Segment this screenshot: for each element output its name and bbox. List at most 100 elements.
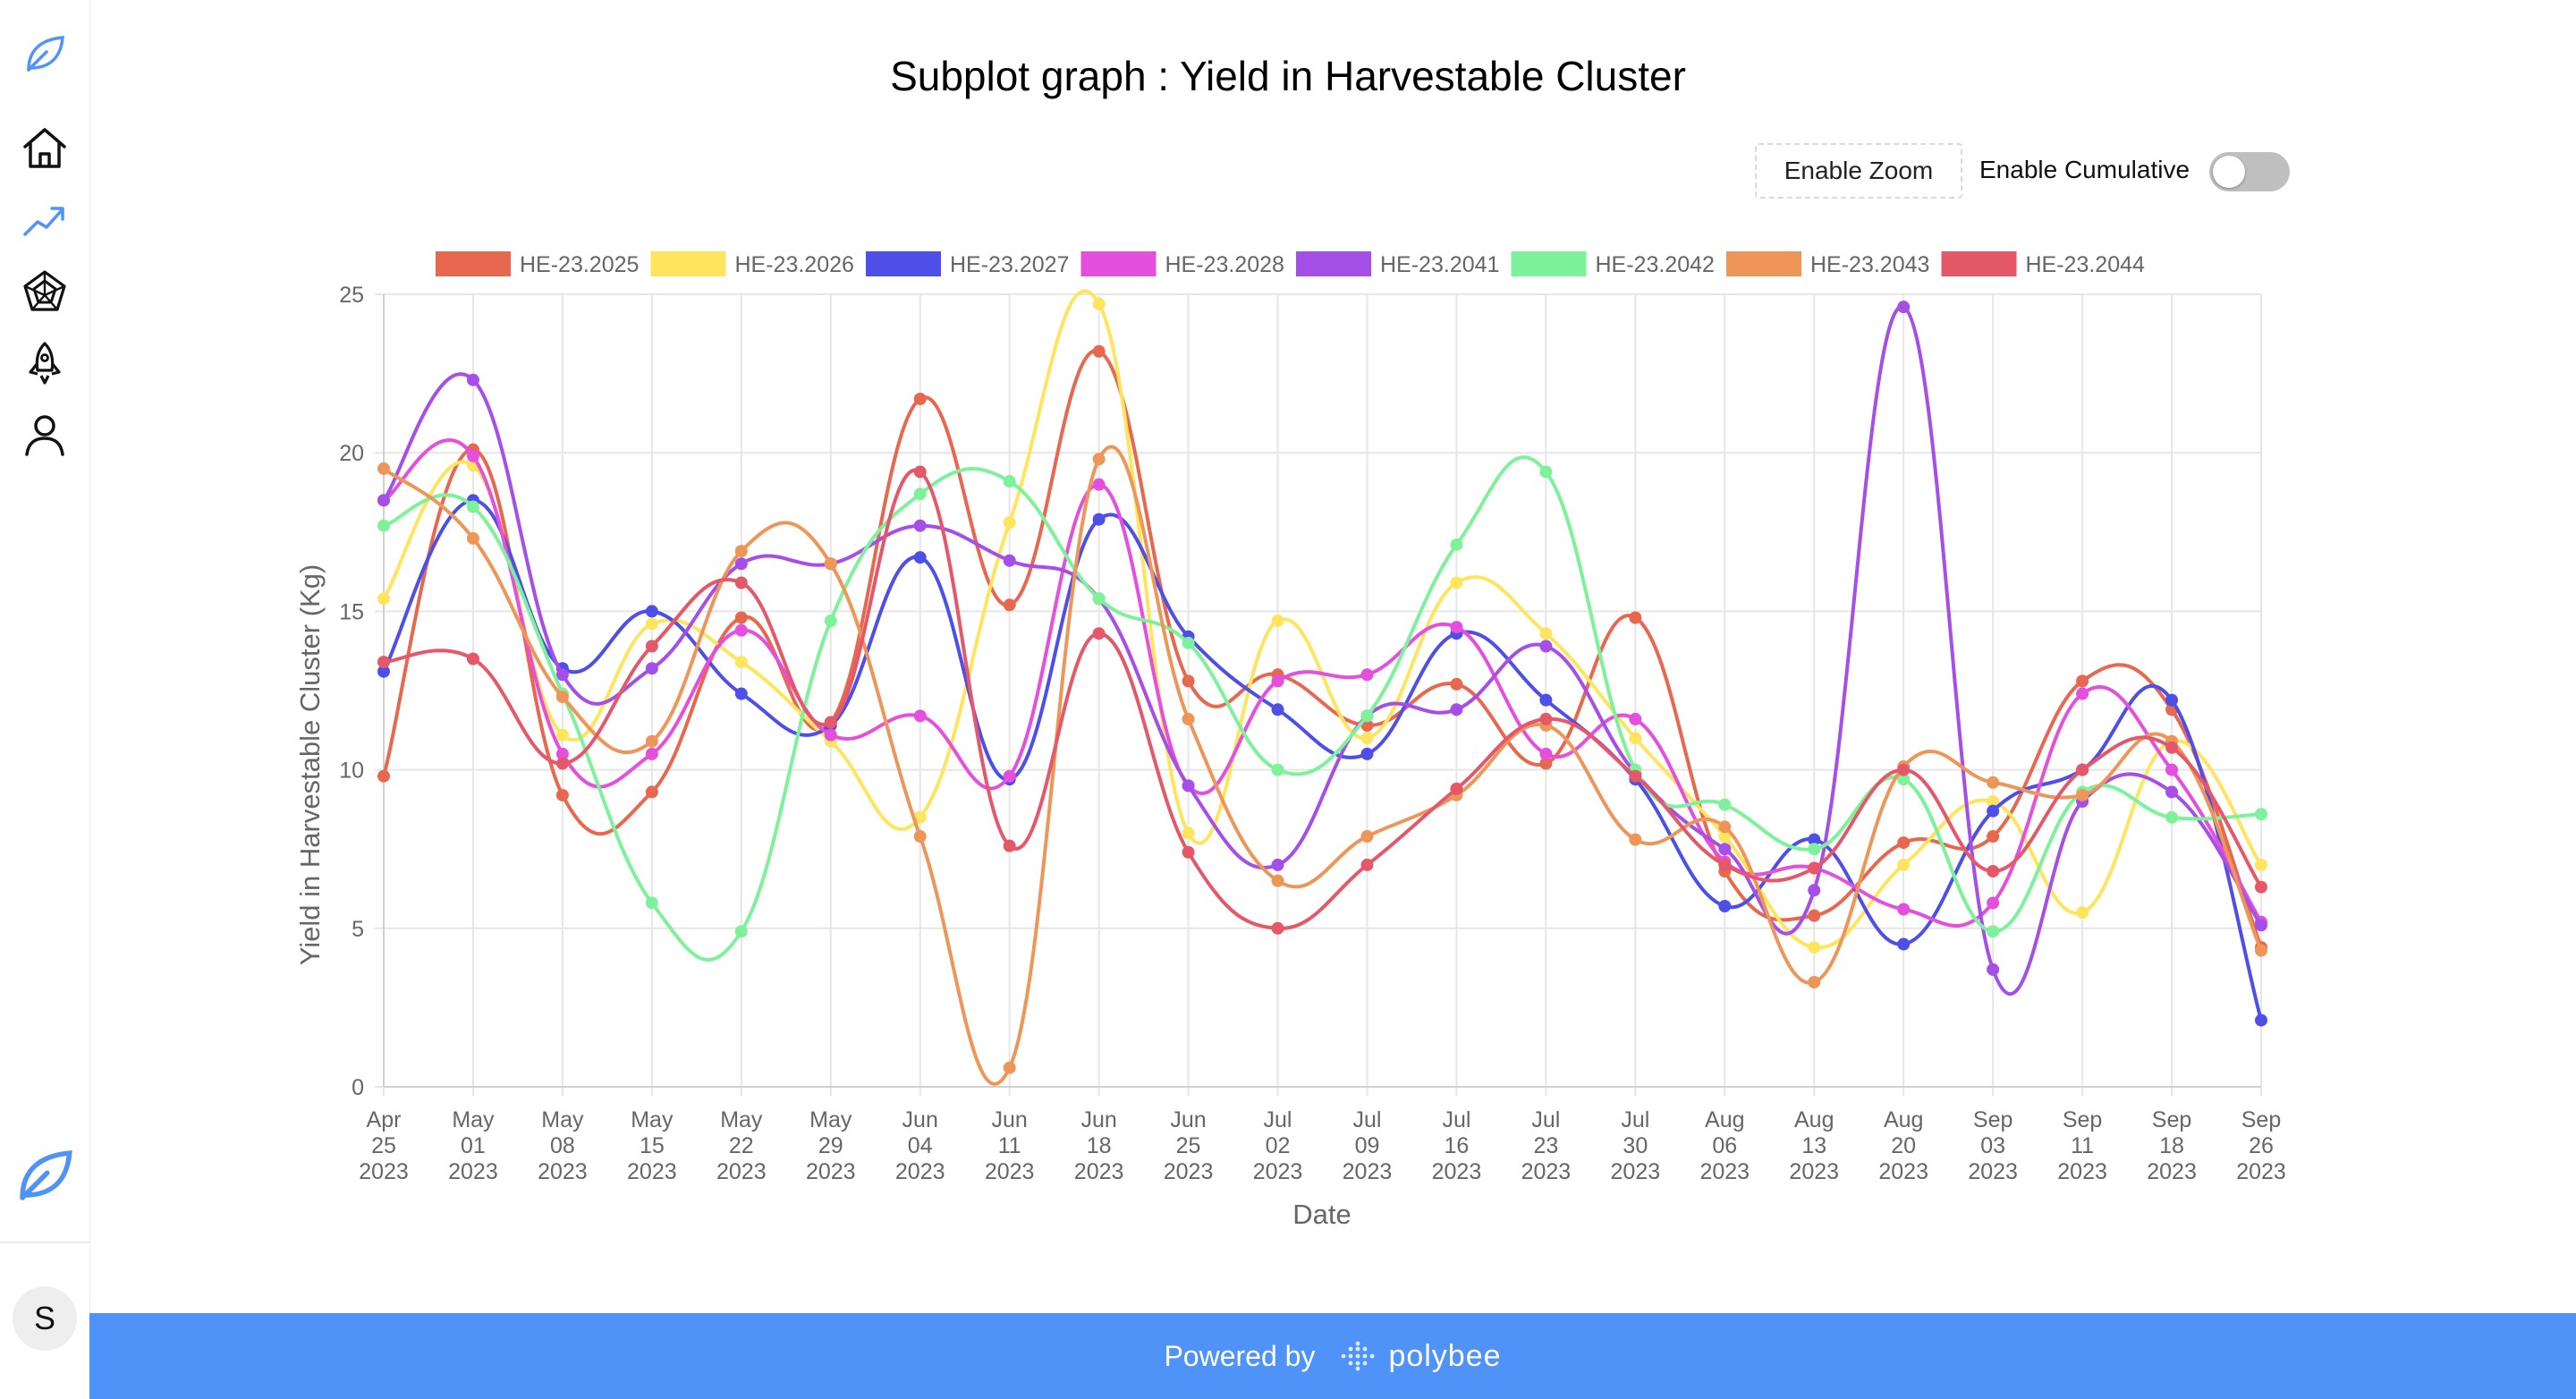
data-point[interactable] xyxy=(1092,592,1106,606)
data-point[interactable] xyxy=(1182,779,1195,793)
data-point[interactable] xyxy=(1092,297,1106,310)
data-point[interactable] xyxy=(1629,773,1642,786)
data-point[interactable] xyxy=(555,757,569,770)
data-point[interactable] xyxy=(824,557,837,571)
data-point[interactable] xyxy=(824,557,837,571)
data-point[interactable] xyxy=(1003,1061,1016,1074)
data-point[interactable] xyxy=(645,896,658,910)
data-point[interactable] xyxy=(1450,538,1463,551)
data-point[interactable] xyxy=(824,716,837,729)
data-point[interactable] xyxy=(555,728,569,742)
data-point[interactable] xyxy=(1182,845,1195,859)
leaf-logo-icon[interactable] xyxy=(13,1143,77,1208)
data-point[interactable] xyxy=(1539,693,1553,707)
data-point[interactable] xyxy=(1539,718,1553,732)
data-point[interactable] xyxy=(645,662,658,675)
data-point[interactable] xyxy=(1360,732,1374,745)
data-point[interactable] xyxy=(1539,465,1553,479)
data-point[interactable] xyxy=(1808,941,1821,954)
data-point[interactable] xyxy=(1897,836,1911,850)
data-point[interactable] xyxy=(1003,839,1016,852)
data-point[interactable] xyxy=(645,605,658,618)
data-point[interactable] xyxy=(1629,611,1642,624)
data-point[interactable] xyxy=(1718,820,1732,834)
enable-zoom-button[interactable]: Enable Zoom xyxy=(1755,143,1962,199)
data-point[interactable] xyxy=(1629,767,1642,780)
data-point[interactable] xyxy=(2076,763,2089,776)
data-point[interactable] xyxy=(645,747,658,760)
data-point[interactable] xyxy=(1271,763,1284,776)
data-point[interactable] xyxy=(1003,598,1016,612)
radar-chart-icon[interactable] xyxy=(21,268,68,315)
legend-item[interactable]: HE-23.2027 xyxy=(866,251,1069,277)
data-point[interactable] xyxy=(1271,703,1284,716)
data-point[interactable] xyxy=(1182,827,1195,840)
data-point[interactable] xyxy=(1718,798,1732,811)
data-point[interactable] xyxy=(1987,804,2000,818)
data-point[interactable] xyxy=(1450,782,1463,795)
data-point[interactable] xyxy=(1897,301,1911,314)
data-point[interactable] xyxy=(913,392,927,405)
data-point[interactable] xyxy=(913,519,927,532)
data-point[interactable] xyxy=(734,545,748,558)
data-point[interactable] xyxy=(824,718,837,732)
data-point[interactable] xyxy=(1718,843,1732,856)
data-point[interactable] xyxy=(1718,899,1732,912)
data-point[interactable] xyxy=(1808,833,1821,846)
data-point[interactable] xyxy=(555,668,569,682)
home-icon[interactable] xyxy=(21,125,68,172)
trend-chart-icon[interactable] xyxy=(21,197,68,243)
user-icon[interactable] xyxy=(21,411,68,458)
data-point[interactable] xyxy=(2076,795,2089,809)
leaf-logo-icon[interactable] xyxy=(21,30,68,77)
data-point[interactable] xyxy=(466,449,479,462)
data-point[interactable] xyxy=(1897,773,1911,786)
data-point[interactable] xyxy=(1718,830,1732,844)
data-point[interactable] xyxy=(1360,830,1374,844)
data-point[interactable] xyxy=(1987,925,2000,938)
data-point[interactable] xyxy=(734,656,748,669)
data-point[interactable] xyxy=(1450,788,1463,801)
data-point[interactable] xyxy=(377,462,390,475)
data-point[interactable] xyxy=(1182,636,1195,649)
data-point[interactable] xyxy=(1003,475,1016,488)
data-point[interactable] xyxy=(1897,937,1911,951)
data-point[interactable] xyxy=(824,734,837,748)
data-point[interactable] xyxy=(913,465,927,479)
data-point[interactable] xyxy=(1182,712,1195,725)
data-point[interactable] xyxy=(377,656,390,669)
data-point[interactable] xyxy=(2255,858,2267,871)
data-point[interactable] xyxy=(1539,712,1553,725)
data-point[interactable] xyxy=(2255,1013,2267,1027)
data-point[interactable] xyxy=(824,615,837,628)
data-point[interactable] xyxy=(1092,453,1106,466)
data-point[interactable] xyxy=(1003,554,1016,567)
data-point[interactable] xyxy=(1987,795,2000,809)
data-point[interactable] xyxy=(2165,741,2179,754)
data-point[interactable] xyxy=(2255,915,2267,928)
data-point[interactable] xyxy=(1629,763,1642,776)
data-point[interactable] xyxy=(1003,516,1016,530)
data-point[interactable] xyxy=(1450,627,1463,640)
data-point[interactable] xyxy=(1629,833,1642,846)
data-point[interactable] xyxy=(377,494,390,507)
data-point[interactable] xyxy=(1718,858,1732,871)
data-point[interactable] xyxy=(1271,668,1284,682)
data-point[interactable] xyxy=(734,687,748,700)
data-point[interactable] xyxy=(1897,903,1911,916)
data-point[interactable] xyxy=(1271,615,1284,628)
data-point[interactable] xyxy=(466,459,479,472)
data-point[interactable] xyxy=(555,662,569,675)
data-point[interactable] xyxy=(2165,785,2179,799)
data-point[interactable] xyxy=(913,830,927,844)
data-point[interactable] xyxy=(466,443,479,456)
data-point[interactable] xyxy=(1808,861,1821,875)
data-point[interactable] xyxy=(1987,776,2000,789)
data-point[interactable] xyxy=(466,373,479,386)
data-point[interactable] xyxy=(2255,941,2267,954)
data-point[interactable] xyxy=(913,488,927,501)
data-point[interactable] xyxy=(2255,880,2267,894)
data-point[interactable] xyxy=(555,691,569,704)
data-point[interactable] xyxy=(645,785,658,799)
data-point[interactable] xyxy=(1987,830,2000,844)
